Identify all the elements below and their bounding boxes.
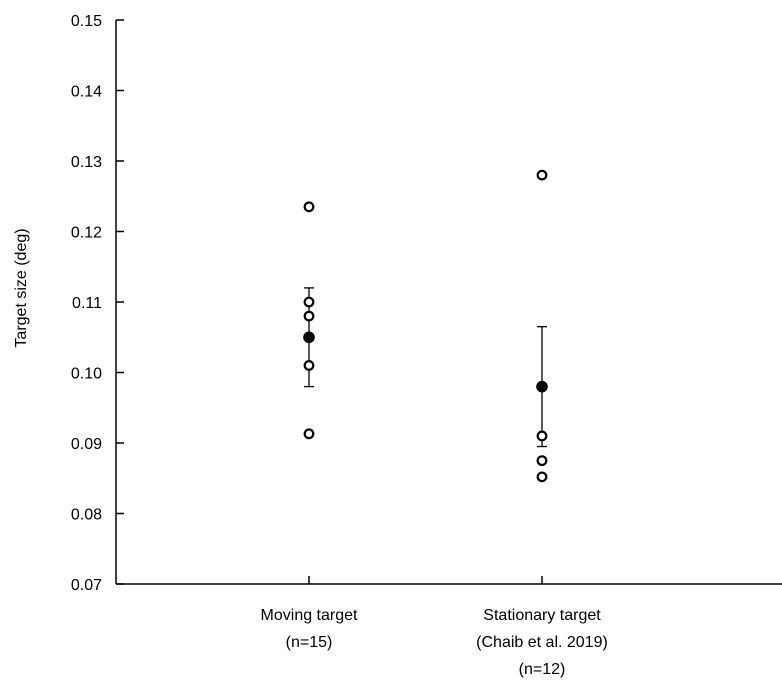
data-marks (303, 169, 548, 584)
individual-point (303, 360, 315, 371)
x-category-label: (n=15) (286, 634, 333, 651)
x-category-labels: Moving target (n=15) Stationary target (Cha… (261, 607, 608, 678)
y-axis-title: Target size (deg) (13, 228, 30, 347)
y-tick-label: 0.14 (71, 84, 102, 101)
individual-point (303, 201, 315, 213)
individual-point (303, 428, 315, 440)
individual-point (303, 296, 315, 308)
mean-point (536, 380, 548, 393)
x-category-label: Moving target (261, 607, 358, 624)
y-tick-label: 0.09 (71, 436, 102, 453)
individual-point (536, 471, 548, 483)
individual-point (303, 310, 315, 322)
x-category-label: (n=12) (519, 661, 566, 678)
y-tick-label: 0.07 (71, 577, 102, 594)
individual-point (536, 455, 548, 467)
mean-point (303, 331, 315, 344)
axes (115, 20, 782, 585)
y-tick-label: 0.08 (71, 507, 102, 524)
y-tick-label: 0.11 (72, 295, 102, 312)
y-tick-label: 0.15 (71, 13, 102, 30)
y-tick-label: 0.12 (71, 225, 102, 242)
individual-point (536, 430, 548, 442)
x-category-label: Stationary target (483, 607, 601, 624)
y-ticks: 0.07 0.08 0.09 0.10 0.11 0.12 0.13 0.14 0.15 (71, 13, 124, 594)
individual-point (536, 169, 548, 181)
y-tick-label: 0.13 (71, 154, 102, 171)
y-tick-label: 0.10 (71, 366, 102, 383)
x-category-label: (Chaib et al. 2019) (476, 634, 608, 651)
